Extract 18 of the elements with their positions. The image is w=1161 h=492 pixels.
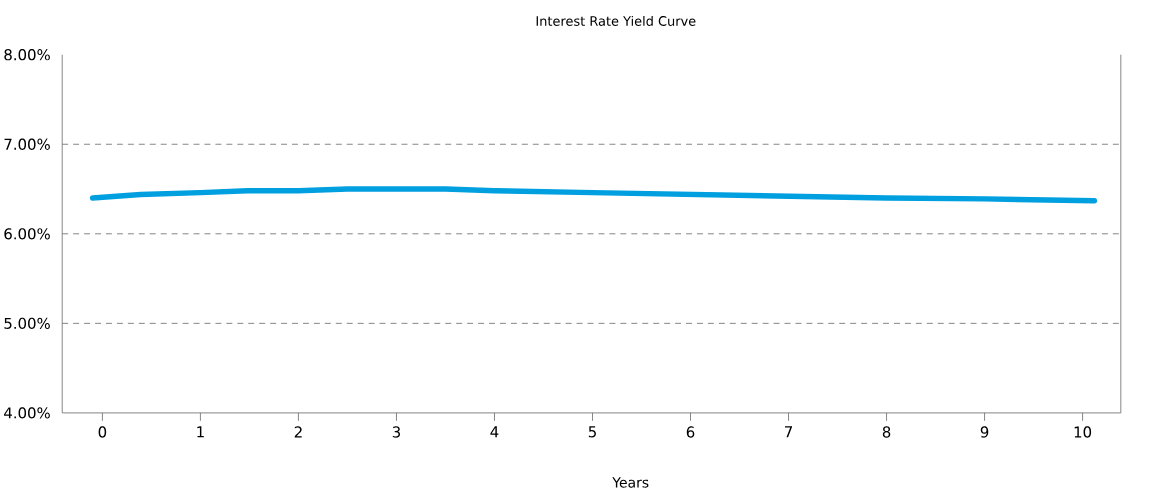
x-tick-label: 2: [294, 426, 302, 438]
x-tick-label: 8: [882, 426, 891, 438]
x-tick-label: 10: [1074, 426, 1092, 438]
y-tick-label: 4.00%: [4, 407, 50, 419]
chart-title: Interest Rate Yield Curve: [536, 15, 696, 26]
x-tick-label: 3: [392, 426, 401, 438]
x-tick-label: 7: [785, 426, 793, 437]
x-tick-label: 0: [98, 426, 107, 438]
x-axis-title: Years: [612, 477, 649, 488]
x-tick-label: 1: [197, 426, 204, 437]
y-tick-label: 7.00%: [4, 138, 50, 150]
y-tick-label: 6.00%: [4, 227, 50, 240]
x-tick-label: 6: [686, 426, 695, 438]
y-tick-label: 8.00%: [4, 48, 50, 61]
y-tick-label: 5.00%: [4, 317, 50, 329]
x-tick-label: 9: [980, 426, 989, 438]
x-tick-label: 4: [490, 426, 499, 437]
x-tick-label: 5: [588, 426, 596, 438]
